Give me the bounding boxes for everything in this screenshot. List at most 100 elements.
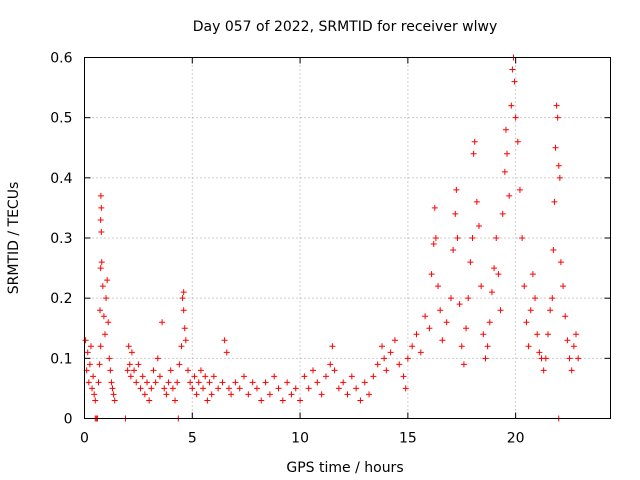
- points-layer: [82, 54, 582, 422]
- data-point: [353, 385, 360, 392]
- data-point: [131, 367, 138, 374]
- data-point: [432, 235, 439, 241]
- data-point: [357, 397, 364, 404]
- data-point: [516, 186, 523, 193]
- data-point: [156, 373, 163, 380]
- data-point: [527, 307, 534, 314]
- data-point: [552, 144, 559, 151]
- data-point: [103, 295, 110, 302]
- data-point: [82, 337, 89, 344]
- data-point: [564, 337, 571, 344]
- data-point: [480, 331, 487, 338]
- data-point: [253, 385, 260, 392]
- data-point: [150, 367, 157, 374]
- data-point: [215, 385, 222, 392]
- data-point: [463, 325, 470, 332]
- data-point: [504, 150, 511, 157]
- data-point: [491, 265, 498, 272]
- plot-frame: [84, 57, 611, 419]
- data-point: [154, 355, 161, 362]
- data-point: [452, 210, 459, 217]
- data-point: [92, 397, 99, 404]
- data-point: [133, 379, 140, 386]
- data-point: [110, 391, 117, 398]
- data-point: [402, 385, 409, 392]
- data-point: [139, 373, 146, 380]
- data-point: [560, 283, 567, 290]
- data-point: [127, 373, 134, 380]
- data-point: [486, 319, 493, 326]
- data-point: [219, 379, 226, 386]
- data-point: [344, 391, 351, 398]
- data-point: [554, 114, 561, 121]
- data-point: [125, 343, 132, 350]
- data-point: [534, 331, 541, 338]
- data-point: [450, 247, 457, 254]
- data-point: [148, 385, 155, 392]
- data-point: [241, 373, 248, 380]
- data-point: [98, 204, 105, 211]
- data-point: [536, 349, 543, 356]
- data-point: [512, 114, 519, 121]
- data-point: [514, 138, 521, 145]
- data-point: [453, 186, 460, 193]
- data-point: [101, 331, 108, 338]
- data-point: [98, 228, 105, 235]
- data-point: [387, 349, 394, 356]
- data-point: [159, 319, 166, 326]
- data-point: [85, 379, 92, 386]
- data-point: [430, 241, 437, 248]
- data-point: [467, 259, 474, 266]
- data-point: [555, 162, 562, 169]
- data-point: [249, 379, 256, 386]
- data-point: [511, 78, 518, 85]
- data-point: [431, 204, 438, 211]
- data-point: [361, 379, 368, 386]
- data-point: [501, 168, 508, 175]
- data-point: [460, 361, 467, 368]
- data-point: [529, 271, 536, 278]
- data-point: [292, 385, 299, 392]
- data-point: [124, 367, 131, 374]
- data-point: [525, 343, 532, 350]
- data-point: [499, 210, 506, 217]
- data-point: [502, 126, 509, 133]
- data-point: [366, 391, 373, 398]
- data-point: [258, 397, 265, 404]
- data-point: [378, 343, 385, 350]
- data-point: [271, 373, 278, 380]
- data-point: [471, 138, 478, 145]
- data-point: [437, 307, 444, 314]
- data-point: [422, 313, 429, 320]
- data-point: [104, 277, 111, 284]
- data-point: [135, 361, 142, 368]
- data-point: [165, 379, 172, 386]
- data-point: [310, 367, 317, 374]
- data-point: [381, 355, 388, 362]
- data-point: [495, 271, 502, 278]
- data-point: [163, 391, 170, 398]
- data-point: [476, 222, 482, 229]
- data-point: [206, 379, 213, 386]
- data-point: [508, 102, 515, 109]
- data-point: [435, 283, 442, 290]
- data-point: [87, 343, 94, 350]
- data-point: [187, 379, 194, 386]
- data-point: [221, 337, 228, 344]
- data-point: [89, 385, 96, 392]
- data-point: [108, 379, 115, 386]
- data-point: [482, 355, 489, 362]
- data-point: [180, 307, 187, 314]
- data-point: [179, 295, 186, 302]
- data-point: [557, 259, 564, 266]
- data-point: [245, 391, 252, 398]
- data-point: [223, 349, 230, 356]
- data-point: [556, 174, 563, 181]
- data-point: [200, 385, 207, 392]
- data-point: [532, 295, 539, 302]
- data-point: [409, 343, 416, 350]
- data-point: [146, 397, 153, 404]
- data-point: [180, 289, 187, 296]
- data-point: [144, 379, 151, 386]
- grid-layer: [84, 57, 611, 419]
